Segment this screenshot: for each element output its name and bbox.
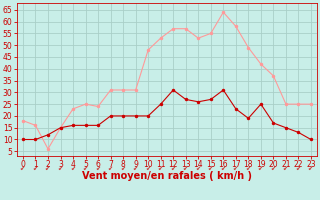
Text: ←: ← (207, 164, 214, 171)
Text: ←: ← (170, 164, 177, 171)
Text: ←: ← (82, 164, 89, 171)
Text: ←: ← (195, 164, 202, 171)
X-axis label: Vent moyen/en rafales ( km/h ): Vent moyen/en rafales ( km/h ) (82, 171, 252, 181)
Text: ←: ← (258, 164, 264, 171)
Text: ←: ← (283, 164, 289, 171)
Text: ←: ← (95, 164, 101, 171)
Text: ←: ← (70, 164, 76, 171)
Text: ←: ← (145, 164, 152, 171)
Text: ←: ← (308, 164, 314, 171)
Text: ←: ← (132, 164, 139, 171)
Text: ←: ← (295, 164, 302, 171)
Text: ←: ← (245, 164, 252, 171)
Text: ←: ← (157, 164, 164, 171)
Text: ←: ← (232, 164, 239, 171)
Text: ←: ← (107, 164, 114, 171)
Text: ←: ← (120, 164, 126, 171)
Text: ←: ← (44, 164, 52, 171)
Text: ←: ← (220, 164, 227, 171)
Text: ←: ← (20, 164, 26, 171)
Text: ←: ← (270, 164, 277, 171)
Text: ←: ← (182, 164, 189, 171)
Text: ←: ← (57, 164, 64, 171)
Text: ←: ← (32, 164, 39, 171)
